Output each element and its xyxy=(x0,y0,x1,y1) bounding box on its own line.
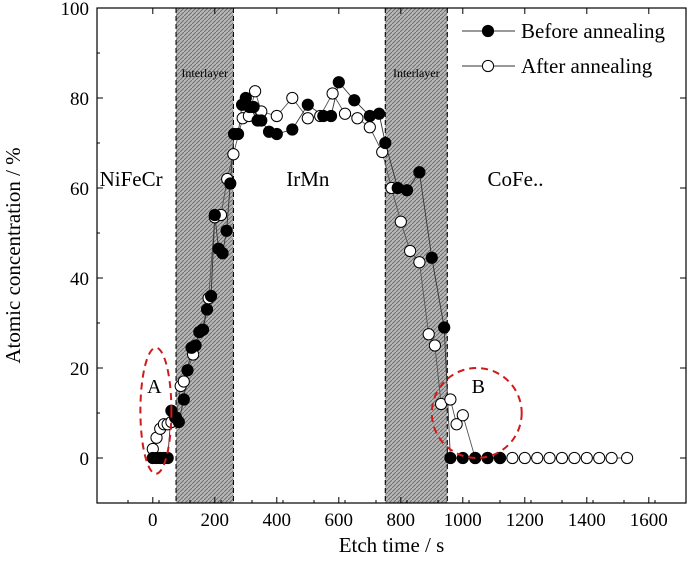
legend-open-marker xyxy=(481,59,495,73)
after-annealing-point xyxy=(338,107,352,120)
interlayer-band xyxy=(385,8,448,503)
before-annealing-point xyxy=(181,364,194,377)
x-tick-label: 600 xyxy=(325,510,354,531)
after-annealing-point xyxy=(456,409,469,422)
x-tick-label: 1200 xyxy=(506,510,544,531)
y-axis-label: Atomic concentration / % xyxy=(1,147,25,363)
after-annealing-point xyxy=(593,451,606,465)
highlight-label: B xyxy=(472,376,485,398)
x-tick-label: 0 xyxy=(148,510,158,531)
before-annealing-point xyxy=(247,100,260,114)
after-annealing-point xyxy=(326,87,339,100)
x-tick-label: 1400 xyxy=(568,510,606,531)
annotations: NiFeCr IrMn CoFe.. A B xyxy=(100,167,544,475)
after-annealing-point xyxy=(301,112,314,125)
highlight-ellipse xyxy=(139,346,173,475)
before-annealing-point xyxy=(200,303,214,316)
after-annealing-point xyxy=(568,451,581,465)
interlayer-label: Interlayer xyxy=(181,66,228,80)
after-annealing-point xyxy=(227,148,240,161)
after-annealing-point xyxy=(543,451,556,465)
x-tick-label: 1600 xyxy=(630,510,668,531)
y-tick-label: 80 xyxy=(70,89,89,110)
before-annealing-point xyxy=(172,415,185,429)
after-annealing-point xyxy=(621,451,634,465)
x-tick-label: 1000 xyxy=(444,510,482,531)
before-annealing-point xyxy=(444,451,457,465)
axes: 0 200 400 600 800 1000 1200 1400 1600 0 20 40 60 80 10… xyxy=(61,0,686,531)
before-annealing-point xyxy=(301,98,314,111)
before-annealing-point xyxy=(220,224,233,237)
before-annealing-point xyxy=(196,323,210,336)
before-annealing-point xyxy=(493,451,507,465)
highlight-label: A xyxy=(147,376,162,398)
x-axis-label: Etch time / s xyxy=(339,533,445,557)
after-annealing-point xyxy=(518,451,531,465)
after-annealing-point xyxy=(506,451,519,465)
after-annealing-point xyxy=(413,256,426,269)
plot-frame xyxy=(96,7,687,504)
y-tick-label: 100 xyxy=(61,0,90,20)
after-annealing-point xyxy=(351,112,364,125)
x-tick-label: 800 xyxy=(387,510,416,531)
after-annealing-point xyxy=(555,451,569,465)
before-annealing-point xyxy=(204,289,218,303)
interlayer-label: Interlayer xyxy=(393,66,440,80)
y-tick-label: 20 xyxy=(70,359,89,380)
before-annealing-point xyxy=(348,94,361,107)
before-annealing-point xyxy=(425,251,438,264)
after-annealing-point xyxy=(531,451,544,465)
after-annealing-point xyxy=(444,393,457,406)
region-label: CoFe.. xyxy=(487,167,543,191)
after-annealing-point xyxy=(422,328,435,341)
before-annealing-point xyxy=(332,76,345,89)
y-tick-label: 60 xyxy=(70,179,89,200)
after-annealing-point xyxy=(177,375,190,388)
y-tick-label: 40 xyxy=(70,269,89,290)
after-annealing-point xyxy=(394,215,407,228)
region-label: IrMn xyxy=(286,167,330,191)
legend: Before annealing After annealing xyxy=(462,19,666,78)
after-annealing-point xyxy=(249,85,262,98)
before-annealing-point xyxy=(255,114,268,127)
highlight-ellipse xyxy=(430,367,523,459)
before-annealing-point xyxy=(224,177,237,190)
legend-filled-marker xyxy=(481,24,495,38)
y-tick-label: 0 xyxy=(80,449,90,470)
before-annealing-point xyxy=(413,166,426,179)
after-annealing-point xyxy=(363,121,376,134)
after-annealing-point xyxy=(580,451,593,465)
before-annealing-point xyxy=(208,208,221,222)
region-label: NiFeCr xyxy=(100,167,163,191)
after-annealing-point xyxy=(428,339,441,352)
before-annealing-point xyxy=(286,123,299,136)
before-annealing-point xyxy=(189,339,202,352)
before-annealing-point xyxy=(379,136,392,150)
after-annealing-point xyxy=(286,91,299,105)
before-annealing-point xyxy=(324,109,338,123)
before-annealing-point xyxy=(400,184,414,197)
data-series xyxy=(146,76,634,465)
before-annealing-point xyxy=(216,247,229,260)
after-annealing-point xyxy=(404,244,417,258)
legend-label: After annealing xyxy=(521,54,653,78)
x-tick-label: 200 xyxy=(201,510,230,531)
before-annealing-point xyxy=(270,127,283,141)
before-annealing-point xyxy=(161,451,174,465)
before-annealing-point xyxy=(438,321,451,334)
x-tick-label: 400 xyxy=(263,510,292,531)
before-annealing-point xyxy=(373,107,386,120)
before-annealing-point xyxy=(177,393,190,406)
after-annealing-point xyxy=(450,418,463,431)
after-annealing-point xyxy=(270,109,283,123)
after-annealing-point xyxy=(605,451,618,465)
before-annealing-point xyxy=(231,127,245,141)
legend-label: Before annealing xyxy=(521,19,666,43)
